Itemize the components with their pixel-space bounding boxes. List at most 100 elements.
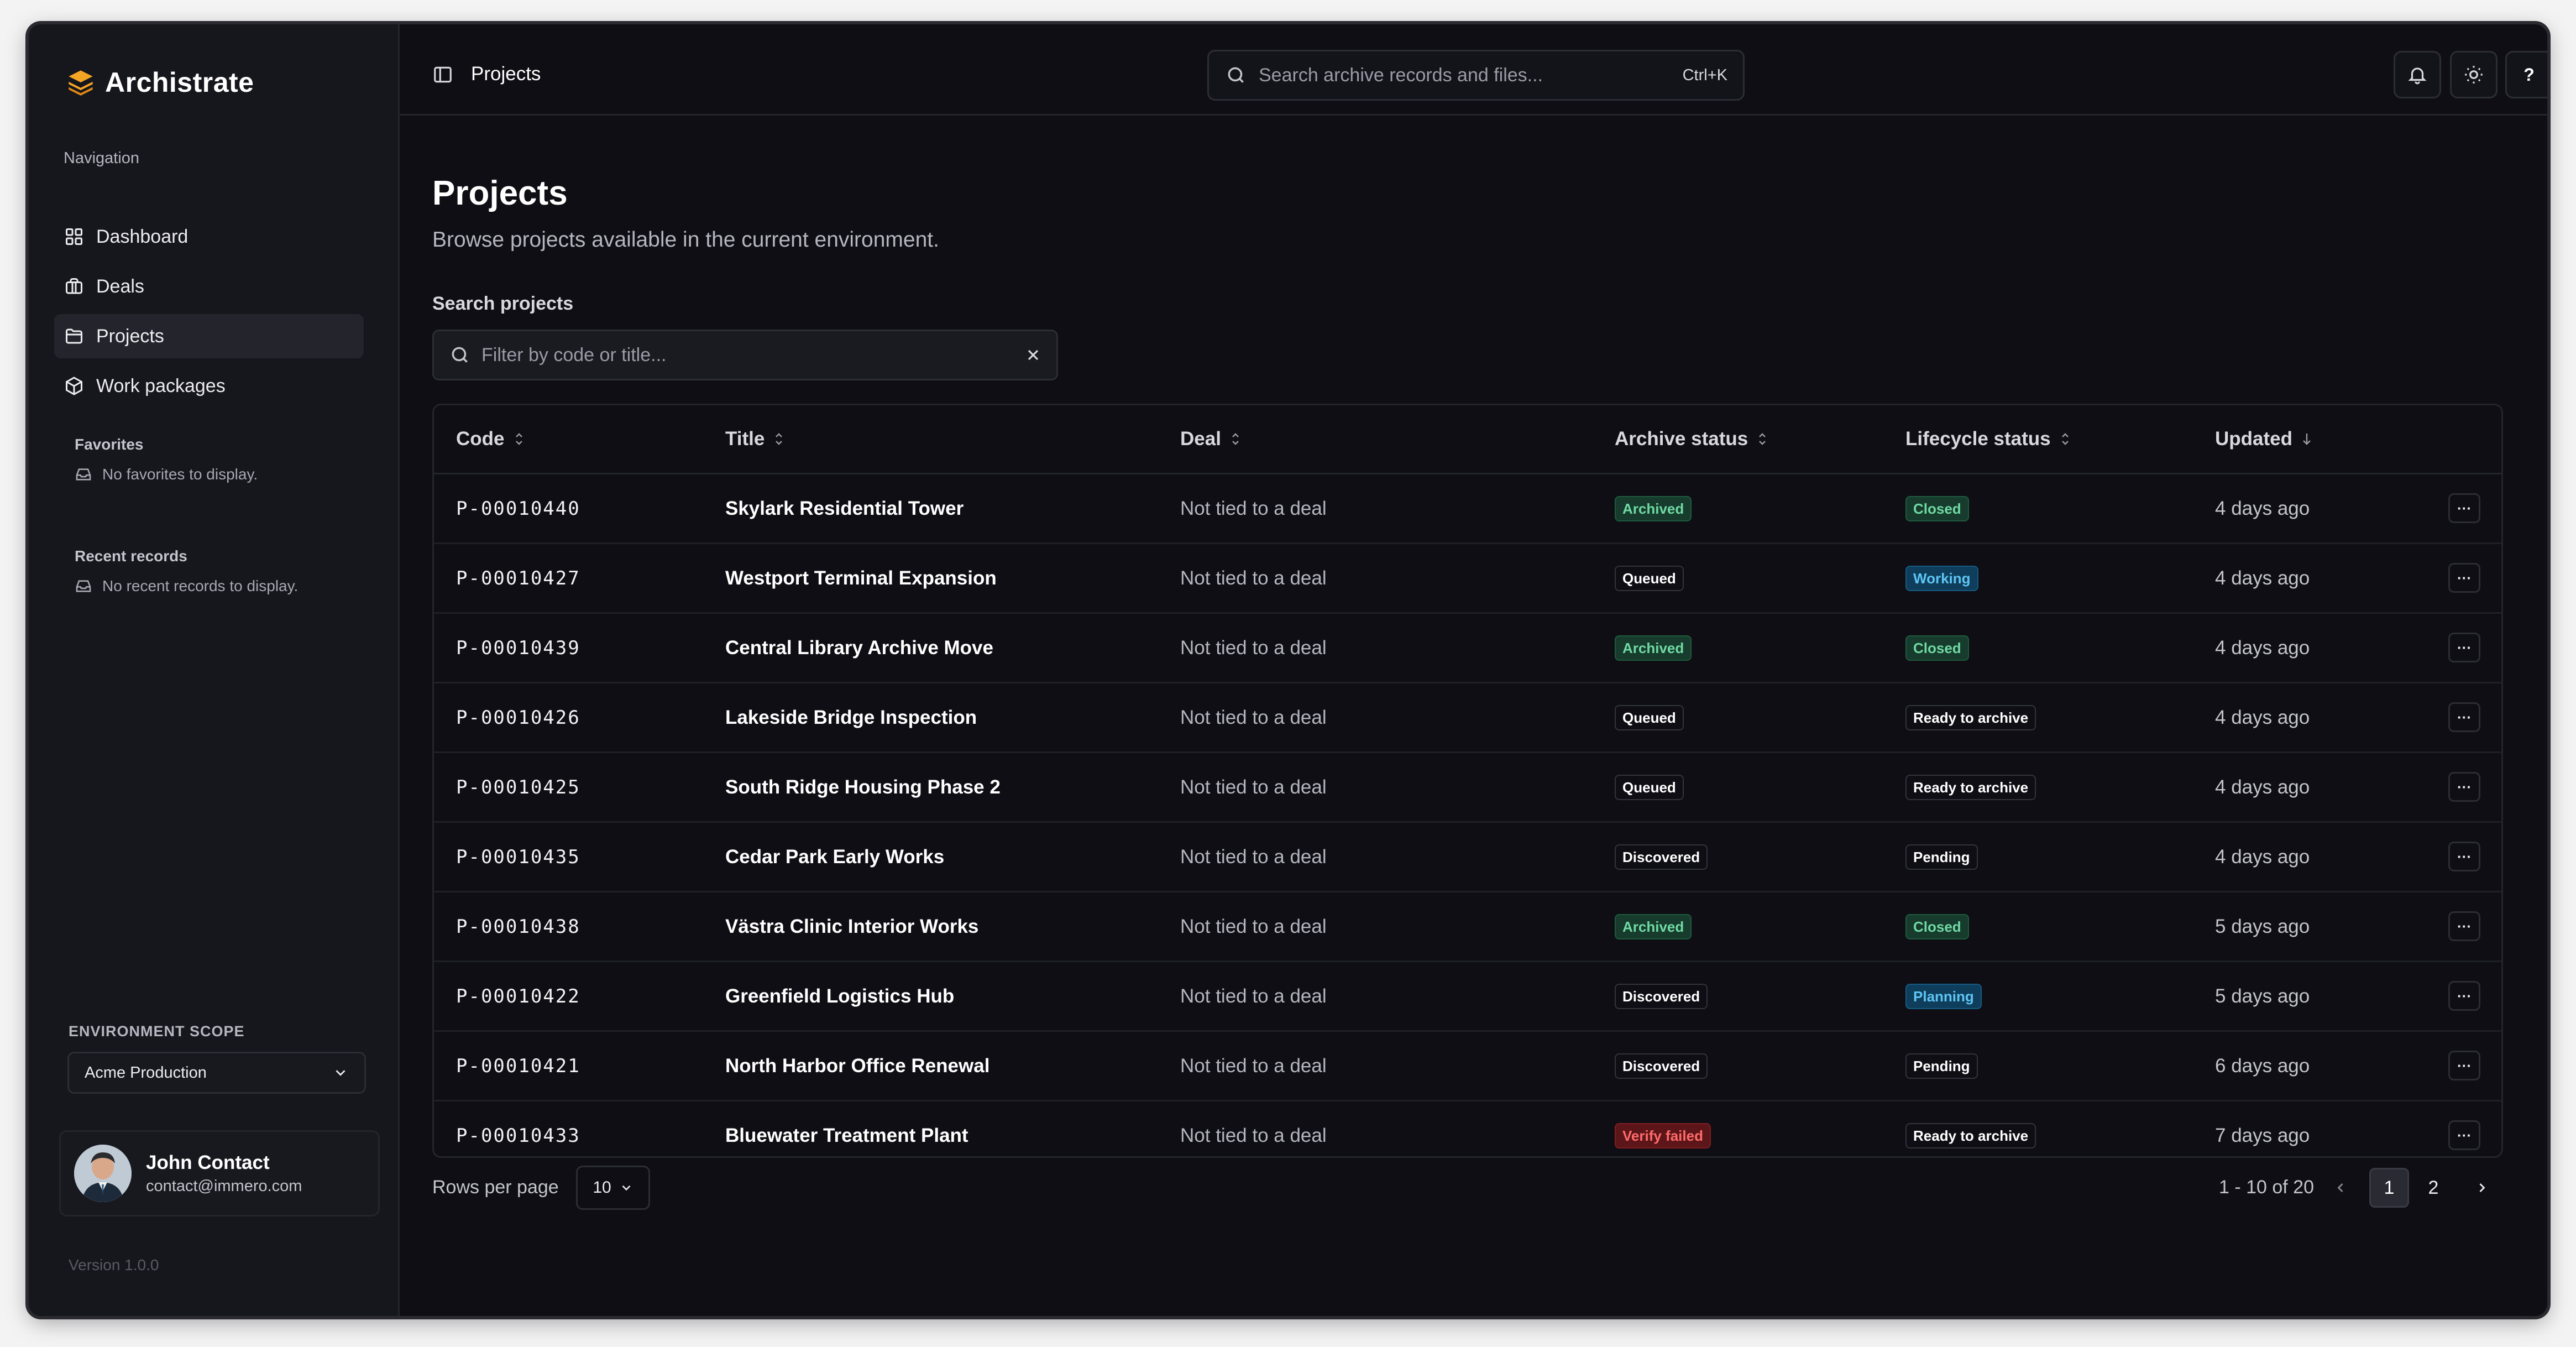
- project-title[interactable]: Skylark Residential Tower: [725, 497, 964, 519]
- table-row[interactable]: P-00010421 North Harbor Office Renewal Not…: [434, 1032, 2501, 1101]
- table-row[interactable]: P-00010433 Bluewater Treatment Plant Not t…: [434, 1101, 2501, 1156]
- user-avatar-icon: [74, 1145, 132, 1202]
- column-label: Title: [725, 428, 765, 450]
- table-row[interactable]: P-00010440 Skylark Residential Tower Not t…: [434, 474, 2501, 544]
- chevron-left-icon: [2337, 1183, 2343, 1192]
- project-code[interactable]: P-00010426: [456, 706, 580, 729]
- archive-status-badge: Discovered: [1615, 983, 1708, 1009]
- table-row[interactable]: P-00010435 Cedar Park Early Works Not tied…: [434, 823, 2501, 892]
- row-actions-button[interactable]: ···: [2448, 1051, 2480, 1080]
- row-actions-button[interactable]: ···: [2448, 981, 2480, 1011]
- rows-per-page-select[interactable]: 10: [576, 1166, 650, 1210]
- project-code[interactable]: P-00010427: [456, 567, 580, 589]
- row-actions-button[interactable]: ···: [2448, 772, 2480, 802]
- archive-status-badge: Queued: [1615, 704, 1684, 730]
- user-card[interactable]: John Contact contact@immero.com: [59, 1130, 380, 1217]
- project-code[interactable]: P-00010425: [456, 776, 580, 798]
- project-deal: Not tied to a deal: [1180, 636, 1327, 659]
- brand[interactable]: Archistrate: [66, 66, 254, 98]
- help-button[interactable]: ?: [2505, 51, 2547, 98]
- sidebar-item-label: Work packages: [96, 375, 226, 396]
- column-header-code[interactable]: Code: [456, 405, 526, 473]
- project-code[interactable]: P-00010435: [456, 845, 580, 868]
- project-deal: Not tied to a deal: [1180, 985, 1327, 1007]
- project-code[interactable]: P-00010438: [456, 915, 580, 938]
- table-row[interactable]: P-00010438 Västra Clinic Interior Works No…: [434, 892, 2501, 962]
- lifecycle-status-cell: Ready to archive: [1905, 683, 2036, 751]
- lifecycle-status-badge: Planning: [1905, 983, 1982, 1009]
- row-actions-button[interactable]: ···: [2448, 911, 2480, 941]
- column-header-deal[interactable]: Deal: [1180, 405, 1242, 473]
- lifecycle-status-badge: Working: [1905, 565, 1978, 591]
- nav-heading: Navigation: [64, 149, 140, 167]
- column-label: Deal: [1180, 428, 1221, 450]
- row-actions-button[interactable]: ···: [2448, 1120, 2480, 1150]
- recent-records-empty-text: No recent records to display.: [102, 577, 299, 594]
- sort-icon: [2061, 433, 2069, 445]
- table-row[interactable]: P-00010427 Westport Terminal Expansion Not…: [434, 544, 2501, 614]
- project-deal: Not tied to a deal: [1180, 845, 1327, 868]
- global-search-input[interactable]: Search archive records and files... Ctrl…: [1207, 50, 1745, 101]
- project-title[interactable]: North Harbor Office Renewal: [725, 1054, 990, 1077]
- project-deal: Not tied to a deal: [1180, 497, 1327, 519]
- clear-icon[interactable]: [1024, 346, 1042, 364]
- archive-status-badge: Verify failed: [1615, 1122, 1711, 1148]
- page-2-button[interactable]: 2: [2413, 1168, 2453, 1208]
- row-actions-button[interactable]: ···: [2448, 493, 2480, 523]
- search-icon: [452, 347, 468, 363]
- table-row[interactable]: P-00010426 Lakeside Bridge Inspection Not …: [434, 683, 2501, 753]
- environment-scope-label: ENVIRONMENT SCOPE: [69, 1023, 245, 1040]
- next-page-button[interactable]: [2471, 1176, 2493, 1200]
- row-actions-button[interactable]: ···: [2448, 633, 2480, 662]
- project-updated: 7 days ago: [2215, 1124, 2310, 1146]
- table-row[interactable]: P-00010439 Central Library Archive Move No…: [434, 614, 2501, 683]
- favorites-title: Favorites: [75, 436, 144, 453]
- project-code[interactable]: P-00010433: [456, 1124, 580, 1147]
- sidebar-item-projects[interactable]: Projects: [54, 314, 364, 358]
- search-shortcut: Ctrl+K: [1682, 66, 1727, 84]
- page-1-button[interactable]: 1: [2369, 1168, 2409, 1208]
- archive-status-badge: Queued: [1615, 565, 1684, 591]
- table-row[interactable]: P-00010422 Greenfield Logistics Hub Not ti…: [434, 962, 2501, 1032]
- sidebar-item-dashboard[interactable]: Dashboard: [54, 215, 364, 259]
- project-code[interactable]: P-00010440: [456, 497, 580, 520]
- project-title[interactable]: Västra Clinic Interior Works: [725, 915, 979, 937]
- table-row[interactable]: P-00010425 South Ridge Housing Phase 2 Not…: [434, 753, 2501, 823]
- row-actions-button[interactable]: ···: [2448, 702, 2480, 732]
- theme-toggle-button[interactable]: [2450, 51, 2498, 98]
- project-title[interactable]: South Ridge Housing Phase 2: [725, 776, 1001, 798]
- previous-page-button[interactable]: [2329, 1176, 2352, 1200]
- lifecycle-status-cell: Ready to archive: [1905, 1101, 2036, 1156]
- project-title[interactable]: Bluewater Treatment Plant: [725, 1124, 968, 1146]
- sidebar-item-deals[interactable]: Deals: [54, 264, 364, 309]
- sidebar-toggle-icon[interactable]: [432, 64, 453, 85]
- column-header-updated[interactable]: Updated: [2215, 405, 2313, 473]
- notifications-button[interactable]: [2394, 51, 2441, 98]
- archive-status-badge: Discovered: [1615, 1053, 1708, 1079]
- environment-select[interactable]: Acme Production: [67, 1052, 366, 1094]
- lifecycle-status-cell: Closed: [1905, 614, 1969, 682]
- sidebar-item-label: Deals: [96, 275, 144, 297]
- project-filter-input[interactable]: Filter by code or title...: [432, 330, 1058, 380]
- project-deal: Not tied to a deal: [1180, 915, 1327, 937]
- folder-icon: [66, 328, 82, 344]
- row-actions-button[interactable]: ···: [2448, 842, 2480, 871]
- project-title[interactable]: Cedar Park Early Works: [725, 845, 945, 868]
- project-title[interactable]: Lakeside Bridge Inspection: [725, 706, 977, 728]
- project-title[interactable]: Greenfield Logistics Hub: [725, 985, 955, 1007]
- project-title[interactable]: Westport Terminal Expansion: [725, 567, 997, 589]
- project-updated: 4 days ago: [2215, 776, 2310, 798]
- app-window: Archistrate Navigation Dashboard Deals: [29, 24, 2547, 1316]
- project-code[interactable]: P-00010439: [456, 636, 580, 659]
- sidebar-item-work-packages[interactable]: Work packages: [54, 364, 364, 408]
- sort-icon: [515, 433, 522, 445]
- column-header-lifecycle-status[interactable]: Lifecycle status: [1905, 405, 2072, 473]
- project-code[interactable]: P-00010421: [456, 1054, 580, 1077]
- column-header-archive-status[interactable]: Archive status: [1615, 405, 1769, 473]
- column-header-title[interactable]: Title: [725, 405, 786, 473]
- project-code[interactable]: P-00010422: [456, 985, 580, 1007]
- row-actions-button[interactable]: ···: [2448, 563, 2480, 593]
- sort-icon: [776, 433, 783, 445]
- archive-status-cell: Verify failed: [1615, 1101, 1711, 1156]
- project-title[interactable]: Central Library Archive Move: [725, 636, 993, 659]
